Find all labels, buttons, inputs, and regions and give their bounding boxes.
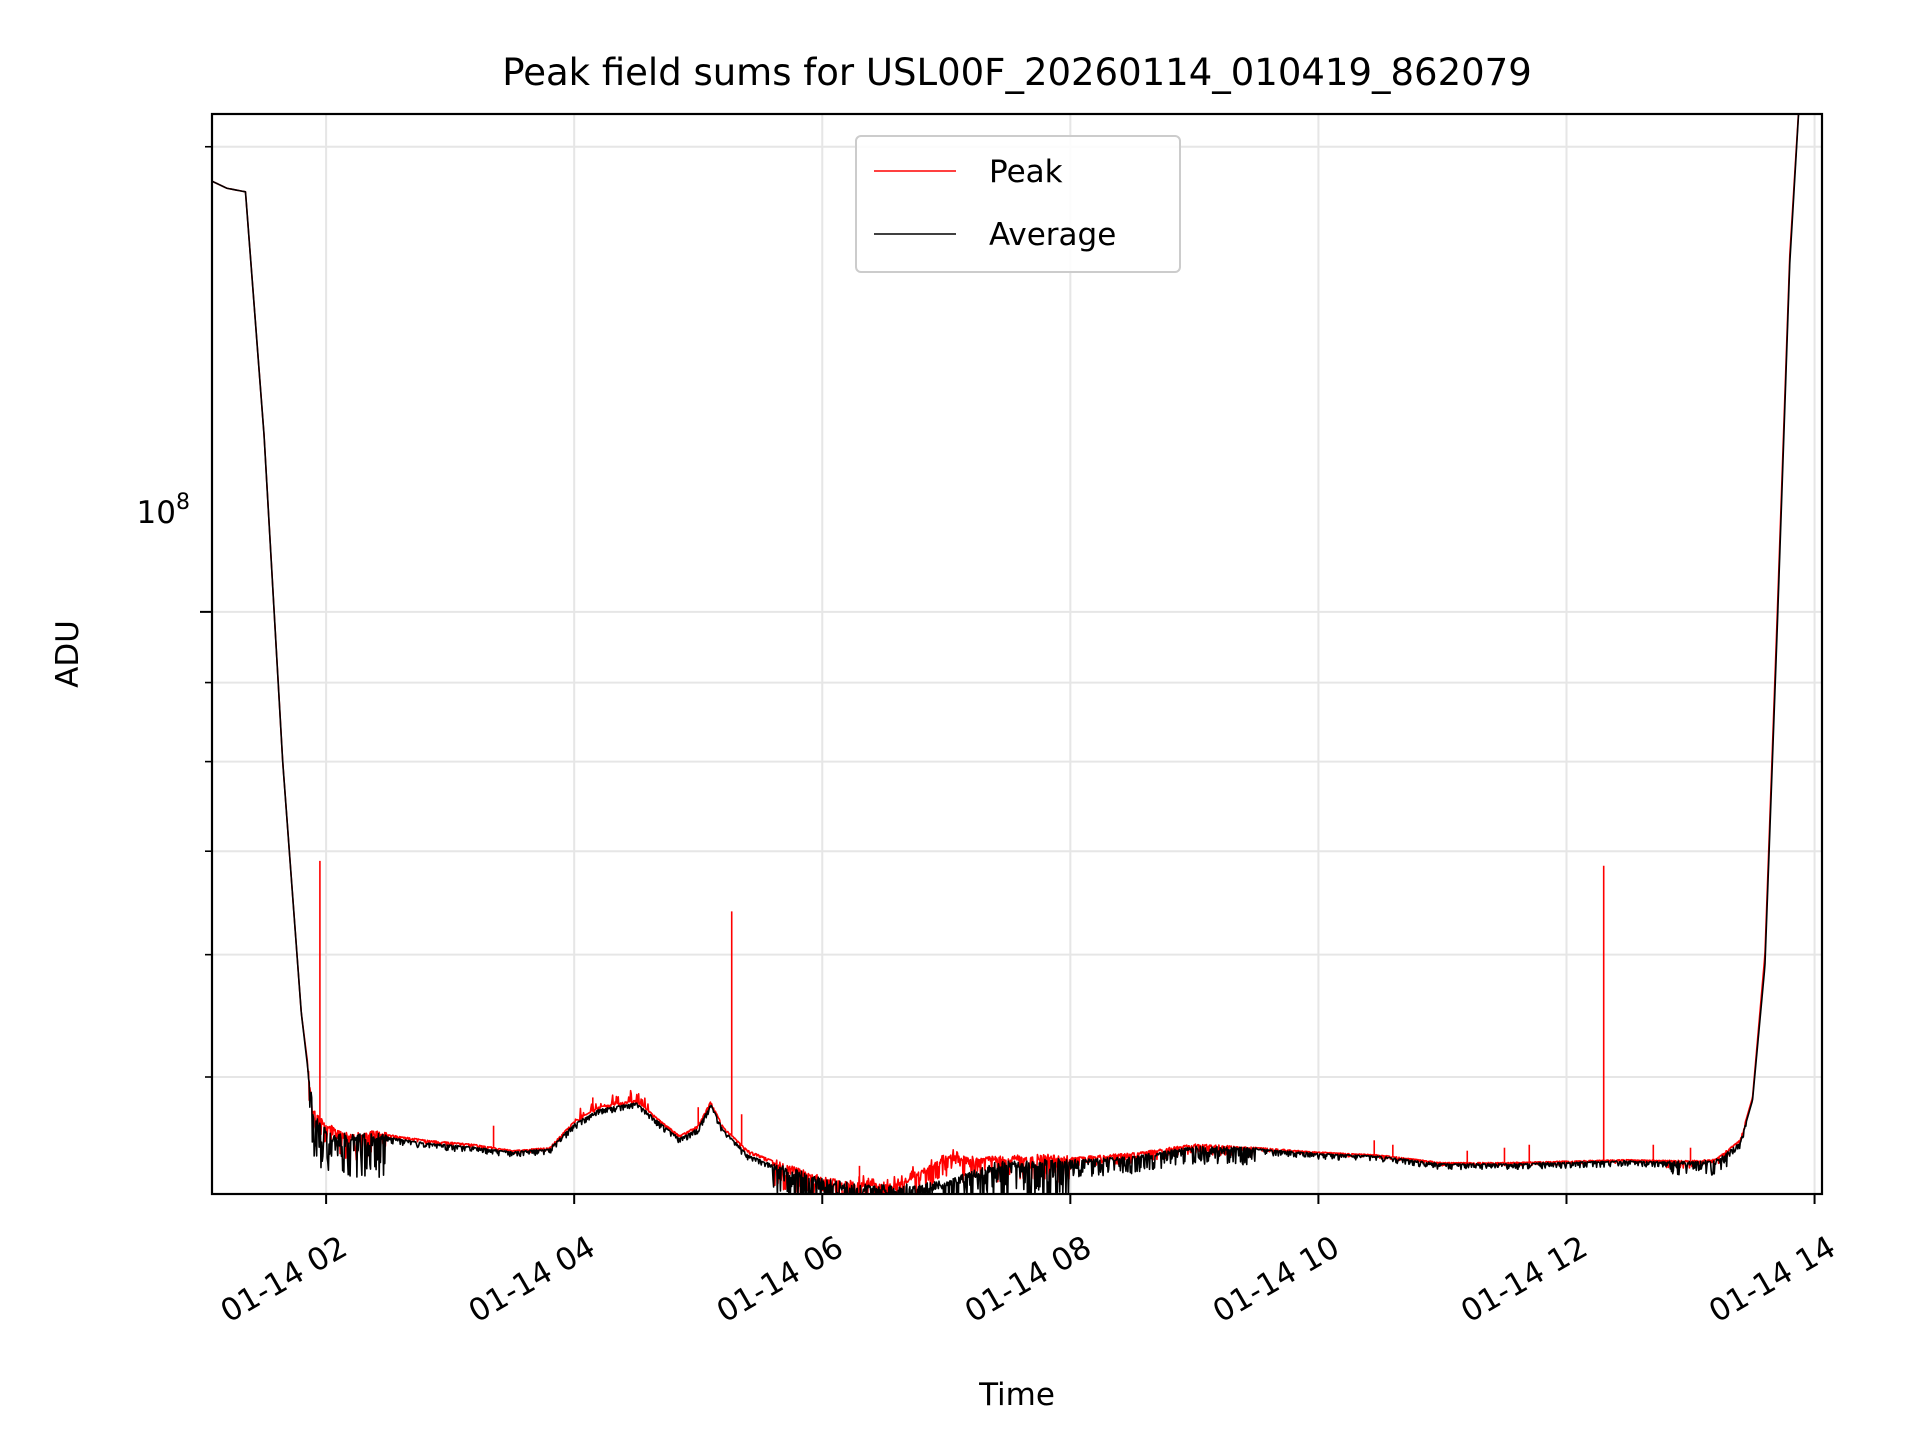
legend-label-average: Average [989, 217, 1116, 253]
series-line-average [212, 114, 1800, 1194]
legend: Peak Average [855, 135, 1181, 273]
y-tick-label-base: 10 [137, 495, 176, 531]
y-tick-label-exponent: 8 [176, 490, 190, 515]
x-axis-label: Time [978, 1377, 1055, 1413]
legend-label-peak: Peak [989, 154, 1063, 190]
series-layer [212, 114, 1800, 1194]
legend-box [855, 135, 1181, 273]
y-axis-label: ADU [50, 620, 86, 688]
y-tick-label-1e8: 108 [137, 490, 190, 531]
chart-title: Peak field sums for USL00F_20260114_0104… [502, 51, 1532, 94]
series-line-peak [212, 114, 1800, 1194]
plot-frame [210, 112, 1824, 1196]
